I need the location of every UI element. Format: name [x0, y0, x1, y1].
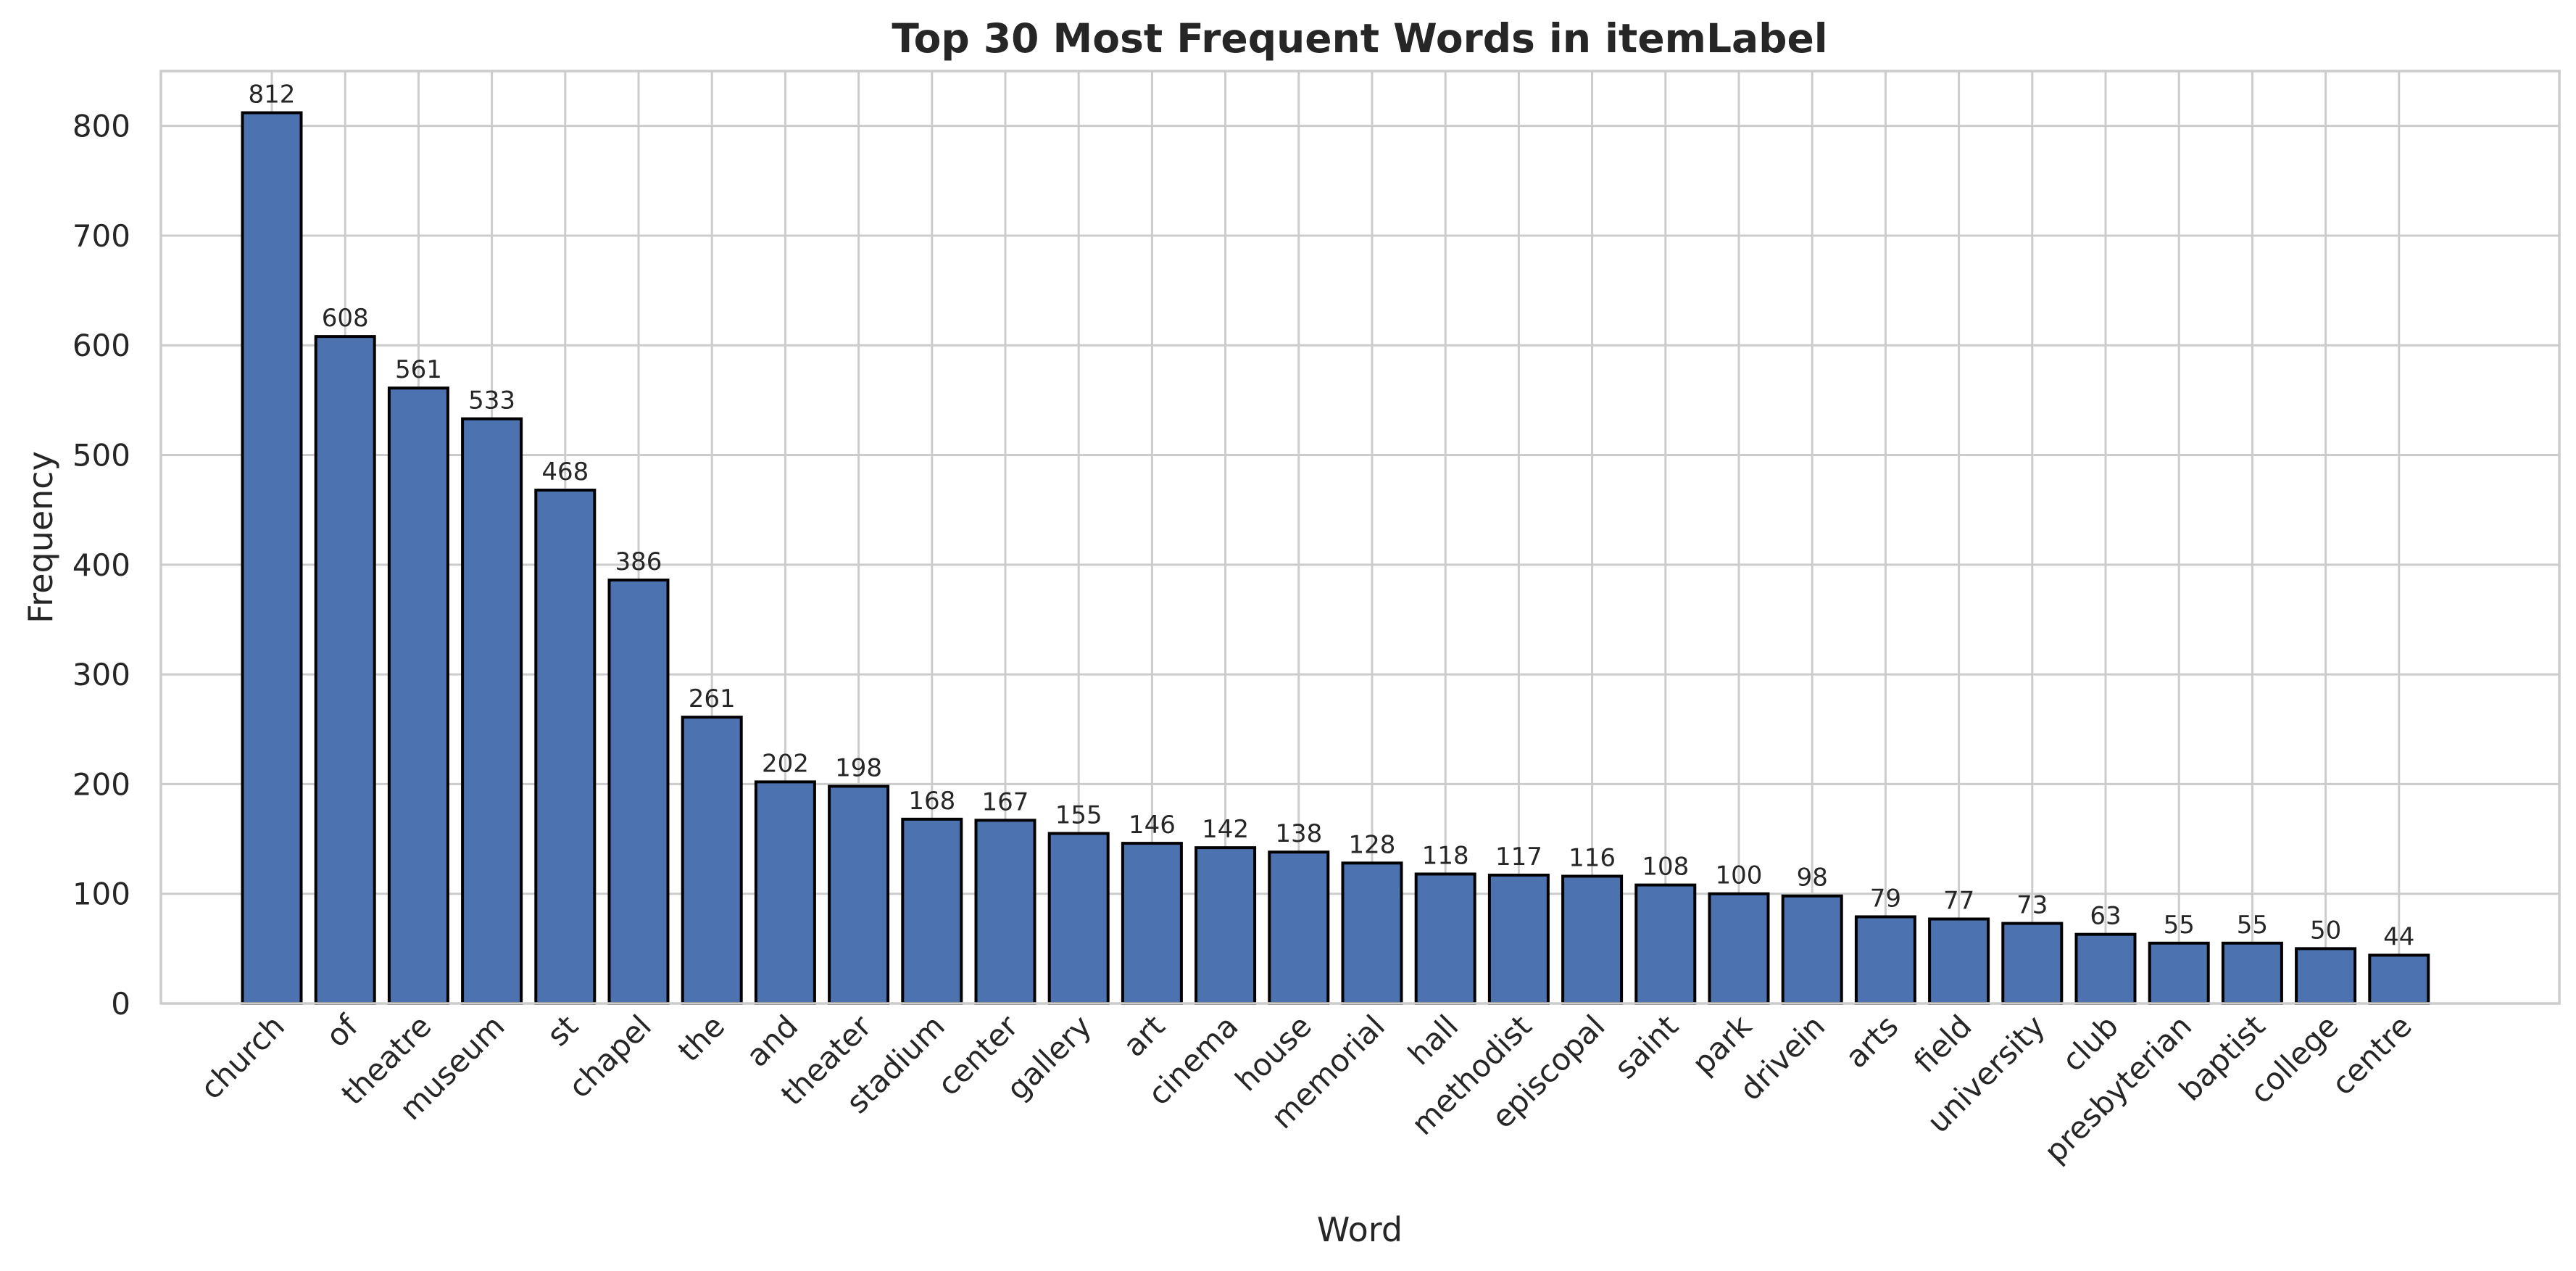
- bar-hall: [1414, 872, 1476, 1005]
- value-label-art: 146: [1129, 811, 1176, 840]
- bar-theater: [828, 784, 890, 1005]
- chart-title: Top 30 Most Frequent Words in itemLabel: [892, 15, 1827, 62]
- bar-church: [241, 111, 303, 1005]
- y-tick-label: 800: [72, 109, 130, 144]
- value-label-centre: 44: [2383, 922, 2414, 951]
- value-label-theater: 198: [835, 753, 882, 782]
- y-tick-label: 600: [72, 328, 130, 363]
- x-tick-label-and: and: [739, 1008, 805, 1074]
- bar-chapel: [607, 579, 670, 1005]
- bar-of: [314, 335, 376, 1005]
- bar-theatre: [387, 386, 449, 1005]
- bar-university: [2001, 922, 2064, 1005]
- value-label-memorial: 128: [1349, 830, 1396, 859]
- x-tick-label-the: the: [671, 1008, 731, 1068]
- bar-centre: [2368, 953, 2430, 1005]
- value-label-stadium: 168: [908, 787, 955, 816]
- bar-cinema: [1194, 846, 1257, 1005]
- bar-museum: [461, 417, 523, 1005]
- bars: [241, 111, 2430, 1006]
- value-label-methodist: 117: [1495, 842, 1542, 872]
- value-label-saint: 108: [1642, 853, 1689, 882]
- value-label-arts: 79: [1870, 884, 1901, 913]
- value-label-drivein: 98: [1797, 864, 1828, 893]
- value-label-church: 812: [249, 80, 296, 109]
- value-label-st: 468: [541, 458, 589, 487]
- value-label-college: 50: [2310, 916, 2341, 945]
- x-tick-label-st: st: [540, 1008, 585, 1053]
- bar-art: [1121, 842, 1183, 1005]
- bar-methodist: [1487, 873, 1550, 1005]
- bar-episcopal: [1561, 874, 1624, 1005]
- value-label-center: 167: [982, 787, 1029, 816]
- bar-college: [2295, 947, 2357, 1005]
- x-tick-label-art: art: [1116, 1008, 1172, 1064]
- bar-park: [1708, 892, 1770, 1006]
- bar-drivein: [1781, 894, 1843, 1006]
- value-label-university: 73: [2016, 891, 2048, 920]
- x-tick-label-of: of: [319, 1008, 365, 1054]
- x-tick-label-saint: saint: [1608, 1008, 1685, 1085]
- y-axis-label: Frequency: [21, 451, 60, 624]
- value-label-chapel: 386: [615, 547, 662, 576]
- y-tick-label: 400: [72, 547, 130, 583]
- bar-house: [1268, 850, 1330, 1005]
- bar-and: [754, 780, 816, 1005]
- value-label-theatre: 561: [395, 355, 442, 384]
- bar-memorial: [1341, 861, 1403, 1005]
- bar-field: [1928, 917, 1990, 1006]
- value-label-club: 63: [2090, 902, 2121, 931]
- value-label-hall: 118: [1422, 841, 1469, 870]
- bar-gallery: [1047, 832, 1110, 1006]
- x-tick-label-chapel: chapel: [562, 1008, 658, 1104]
- bar-st: [534, 488, 597, 1005]
- y-tick-label: 500: [72, 438, 130, 473]
- bar-club: [2074, 932, 2137, 1005]
- value-label-park: 100: [1716, 861, 1763, 890]
- bar-saint: [1634, 883, 1697, 1005]
- value-label-episcopal: 116: [1569, 843, 1616, 872]
- value-labels: 812 608 561 533 468 386 261 202 198 168 167 155 146 1…: [249, 80, 2415, 951]
- x-tick-label-centre: centre: [2324, 1008, 2419, 1102]
- bar-arts: [1854, 915, 1916, 1006]
- bar-center: [974, 819, 1036, 1006]
- value-label-the: 261: [689, 684, 736, 713]
- bar-baptist: [2221, 941, 2283, 1005]
- value-label-and: 202: [762, 749, 809, 778]
- bar-presbyterian: [2148, 941, 2210, 1005]
- x-tick-label-hall: hall: [1401, 1008, 1465, 1072]
- y-tick-label: 0: [111, 986, 130, 1022]
- y-tick-label: 300: [72, 657, 130, 692]
- value-label-of: 608: [322, 304, 369, 333]
- plot-frame: [159, 70, 2561, 1005]
- y-tick-label: 100: [72, 877, 130, 912]
- y-tick-label: 200: [72, 766, 130, 802]
- value-label-museum: 533: [468, 386, 515, 415]
- bar-the: [681, 716, 743, 1006]
- value-label-cinema: 142: [1202, 815, 1249, 844]
- x-tick-label-arts: arts: [1838, 1008, 1905, 1075]
- value-label-field: 77: [1943, 887, 1974, 916]
- x-axis-label: Word: [1317, 1210, 1403, 1249]
- value-label-house: 138: [1275, 819, 1322, 848]
- value-label-presbyterian: 55: [2164, 911, 2195, 940]
- bar-stadium: [901, 817, 963, 1006]
- x-tick-label-church: church: [194, 1008, 291, 1106]
- y-axis-ticks: 0 100 200 300 400 500 600 700 800: [72, 109, 130, 1022]
- y-tick-label: 700: [72, 218, 130, 254]
- value-label-baptist: 55: [2237, 911, 2268, 940]
- value-label-gallery: 155: [1055, 800, 1102, 829]
